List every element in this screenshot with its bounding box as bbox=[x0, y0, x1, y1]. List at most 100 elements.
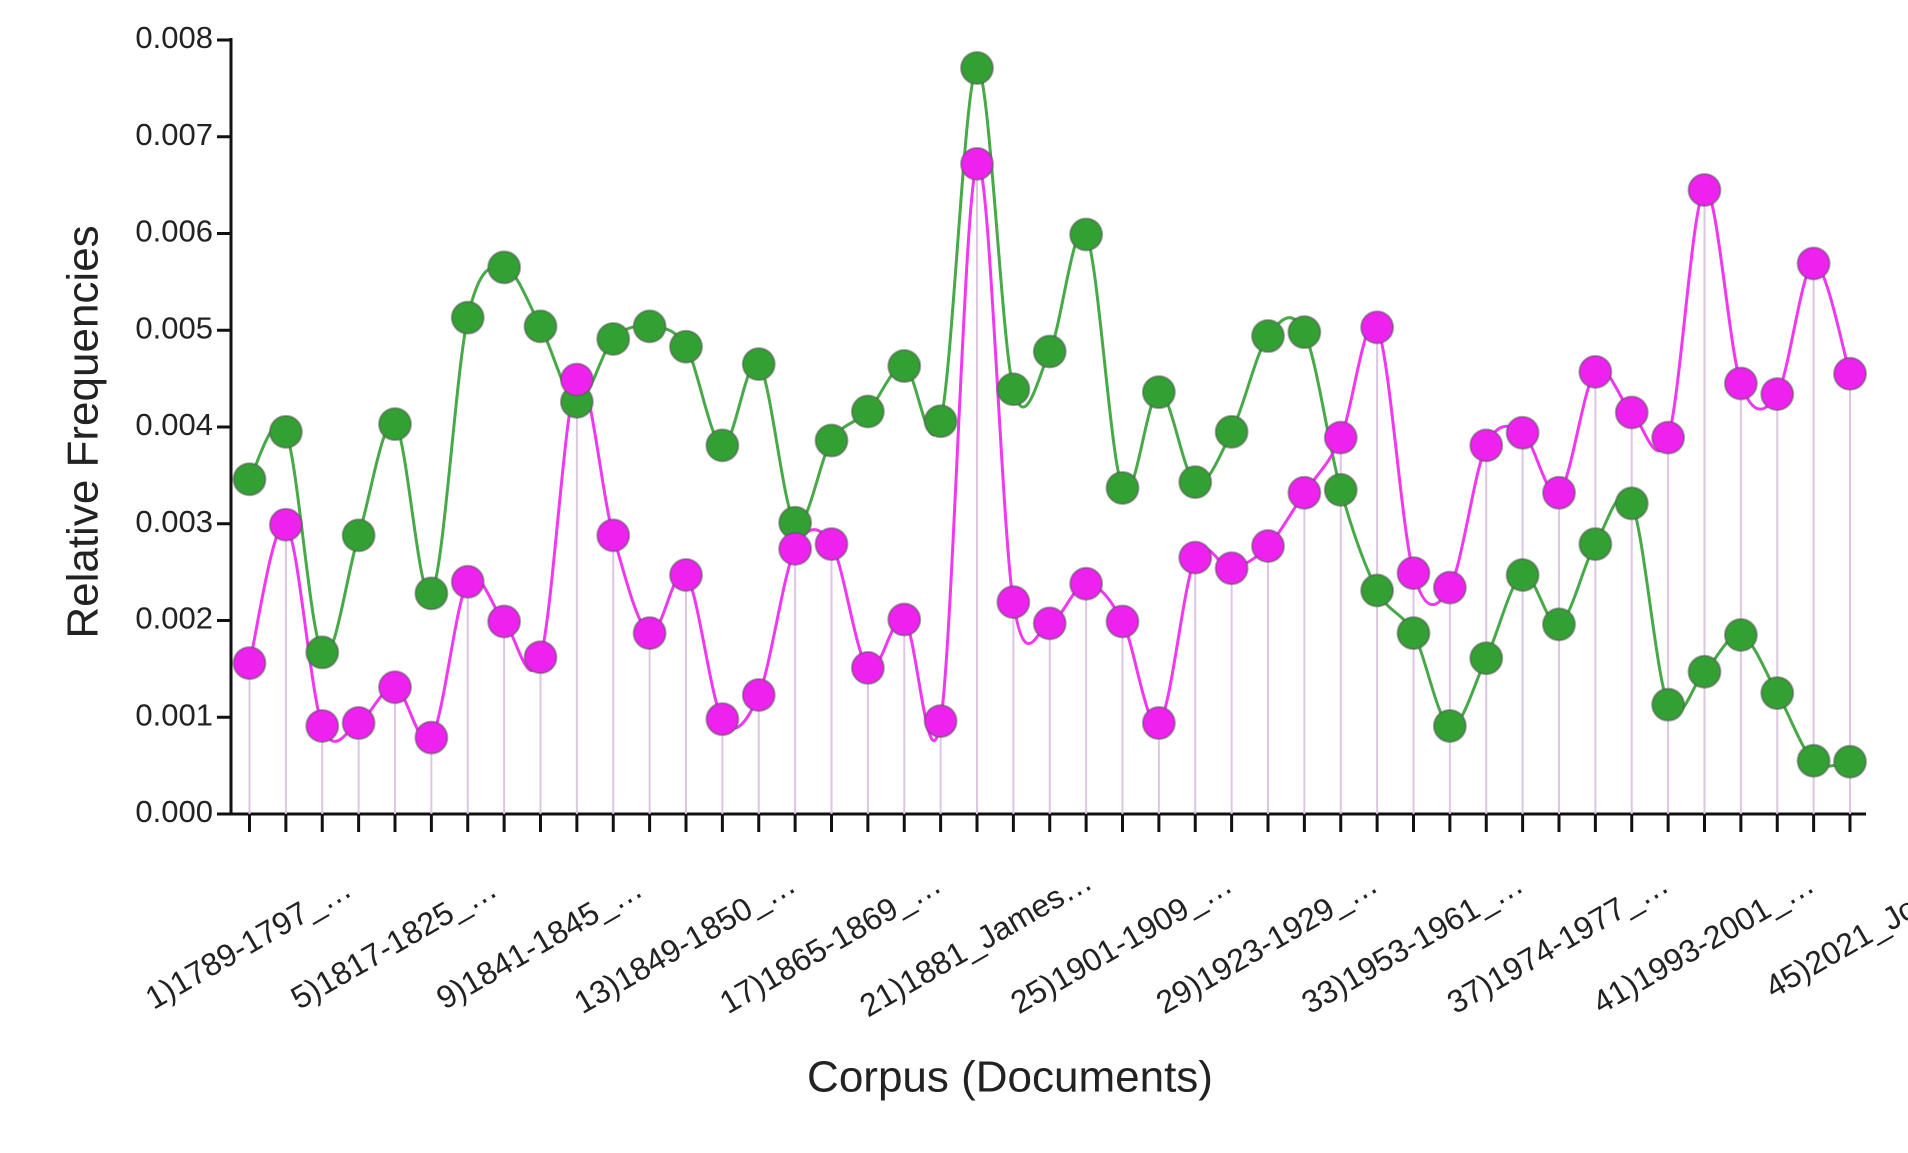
point bbox=[1614, 486, 1649, 521]
point bbox=[1323, 420, 1358, 455]
point bbox=[414, 576, 449, 611]
point bbox=[1505, 558, 1540, 593]
point bbox=[923, 404, 958, 439]
point bbox=[1178, 465, 1213, 500]
point bbox=[1469, 428, 1504, 463]
point bbox=[523, 309, 558, 344]
point bbox=[268, 414, 303, 449]
point bbox=[850, 650, 885, 685]
point bbox=[1178, 540, 1213, 575]
point bbox=[1141, 375, 1176, 410]
point bbox=[232, 646, 267, 681]
point bbox=[341, 706, 376, 741]
point bbox=[1578, 354, 1613, 389]
point bbox=[1833, 744, 1867, 779]
point bbox=[1032, 334, 1067, 369]
x-axis-title: Corpus (Documents) bbox=[807, 1053, 1213, 1102]
point bbox=[1032, 606, 1067, 641]
point bbox=[1723, 618, 1758, 653]
point bbox=[814, 527, 849, 562]
point bbox=[559, 362, 594, 397]
point bbox=[450, 300, 485, 335]
point bbox=[1287, 315, 1322, 350]
point bbox=[778, 531, 813, 566]
point bbox=[923, 704, 958, 739]
point bbox=[1723, 366, 1758, 401]
point bbox=[305, 635, 340, 670]
point bbox=[1651, 420, 1686, 455]
point bbox=[705, 428, 740, 463]
point bbox=[1214, 414, 1249, 449]
point bbox=[1687, 172, 1722, 207]
point bbox=[1432, 708, 1467, 743]
point bbox=[669, 558, 703, 593]
y-tick-label: 0.003 bbox=[135, 504, 213, 539]
point bbox=[450, 564, 485, 599]
point bbox=[523, 640, 558, 675]
y-tick-label: 0.004 bbox=[135, 407, 213, 442]
point bbox=[1760, 377, 1795, 412]
point bbox=[1251, 319, 1285, 354]
point bbox=[268, 507, 303, 542]
point bbox=[1214, 551, 1249, 586]
y-tick-label: 0.006 bbox=[135, 214, 213, 249]
point bbox=[487, 604, 522, 639]
y-axis-title: Relative Frequencies bbox=[59, 225, 108, 638]
point bbox=[741, 677, 776, 712]
point bbox=[1760, 676, 1795, 711]
y-tick-label: 0.001 bbox=[135, 697, 213, 732]
y-tick-label: 0.000 bbox=[135, 794, 213, 829]
point bbox=[1069, 217, 1104, 252]
point bbox=[1687, 654, 1722, 689]
point bbox=[487, 250, 522, 285]
point bbox=[1105, 604, 1140, 639]
point bbox=[1251, 529, 1285, 564]
point bbox=[1287, 475, 1322, 510]
point bbox=[1542, 475, 1576, 510]
point bbox=[1141, 706, 1176, 741]
point bbox=[1542, 607, 1576, 642]
point bbox=[887, 602, 922, 637]
point bbox=[1796, 246, 1831, 281]
point bbox=[996, 372, 1031, 407]
point bbox=[378, 407, 412, 442]
point bbox=[632, 616, 667, 651]
point bbox=[414, 720, 449, 755]
point bbox=[1651, 687, 1686, 722]
point bbox=[996, 585, 1031, 620]
y-tick-label: 0.007 bbox=[135, 117, 213, 152]
point bbox=[1105, 470, 1140, 505]
point bbox=[887, 349, 922, 384]
point bbox=[1396, 556, 1431, 591]
y-tick-label: 0.008 bbox=[135, 20, 213, 55]
point bbox=[1360, 573, 1395, 608]
y-tick-label: 0.002 bbox=[135, 601, 213, 636]
point bbox=[1578, 527, 1613, 562]
y-tick-label: 0.005 bbox=[135, 310, 213, 345]
point bbox=[632, 309, 667, 344]
point bbox=[305, 708, 340, 743]
point bbox=[232, 462, 267, 497]
point bbox=[741, 347, 776, 382]
x-tick-label: 21)1881_James… bbox=[854, 862, 1098, 1024]
point bbox=[378, 670, 412, 705]
point bbox=[705, 702, 740, 737]
point bbox=[596, 321, 631, 356]
point bbox=[1505, 415, 1540, 450]
point bbox=[814, 423, 849, 458]
point bbox=[596, 518, 631, 553]
point bbox=[960, 146, 994, 181]
point bbox=[1833, 356, 1867, 391]
point bbox=[960, 51, 994, 86]
point bbox=[1796, 743, 1831, 778]
point bbox=[1432, 570, 1467, 605]
point bbox=[1614, 395, 1649, 430]
point bbox=[1323, 472, 1358, 507]
point bbox=[850, 394, 885, 429]
point bbox=[669, 329, 703, 364]
point bbox=[1360, 310, 1395, 345]
point bbox=[1396, 616, 1431, 651]
point bbox=[1469, 641, 1504, 676]
point bbox=[341, 518, 376, 553]
